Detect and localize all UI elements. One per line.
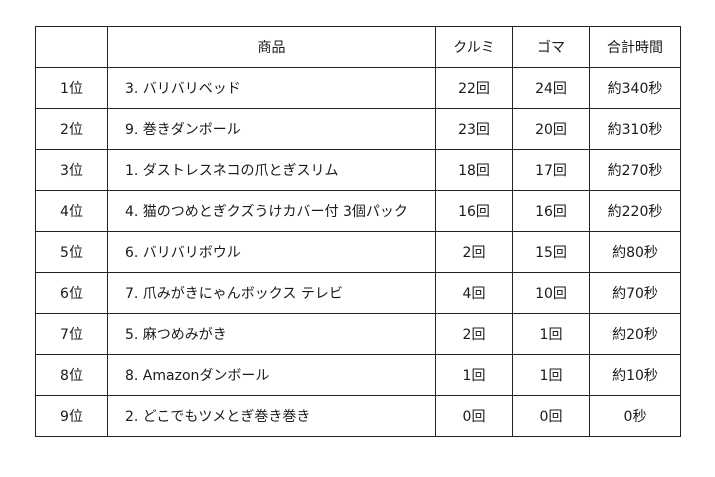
product-cell: 1. ダストレスネコの爪とぎスリム — [107, 149, 436, 191]
header-kurumi: クルミ — [435, 26, 513, 68]
rank-cell: 6位 — [35, 272, 108, 314]
table-row: 8位 8. Amazonダンボール 1回 1回 約10秒 — [35, 354, 681, 396]
table-row: 2位 9. 巻きダンボール 23回 20回 約310秒 — [35, 108, 681, 150]
total-time-cell: 0秒 — [589, 395, 681, 437]
table-row: 5位 6. バリバリボウル 2回 15回 約80秒 — [35, 231, 681, 273]
goma-cell: 1回 — [512, 313, 590, 355]
product-cell: 2. どこでもツメとぎ巻き巻き — [107, 395, 436, 437]
goma-cell: 0回 — [512, 395, 590, 437]
kurumi-cell: 4回 — [435, 272, 513, 314]
kurumi-cell: 2回 — [435, 313, 513, 355]
goma-cell: 1回 — [512, 354, 590, 396]
goma-cell: 10回 — [512, 272, 590, 314]
header-goma: ゴマ — [512, 26, 590, 68]
total-time-cell: 約80秒 — [589, 231, 681, 273]
rank-cell: 8位 — [35, 354, 108, 396]
total-time-cell: 約10秒 — [589, 354, 681, 396]
total-time-cell: 約270秒 — [589, 149, 681, 191]
total-time-cell: 約340秒 — [589, 67, 681, 109]
header-rank — [35, 26, 108, 68]
goma-cell: 24回 — [512, 67, 590, 109]
rank-cell: 7位 — [35, 313, 108, 355]
table-row: 3位 1. ダストレスネコの爪とぎスリム 18回 17回 約270秒 — [35, 149, 681, 191]
kurumi-cell: 2回 — [435, 231, 513, 273]
kurumi-cell: 16回 — [435, 190, 513, 232]
header-product: 商品 — [107, 26, 436, 68]
header-row: 商品 クルミ ゴマ 合計時間 — [35, 26, 681, 68]
kurumi-cell: 18回 — [435, 149, 513, 191]
table-row: 1位 3. バリバリベッド 22回 24回 約340秒 — [35, 67, 681, 109]
rank-cell: 4位 — [35, 190, 108, 232]
product-cell: 5. 麻つめみがき — [107, 313, 436, 355]
total-time-cell: 約70秒 — [589, 272, 681, 314]
table-body: 1位 3. バリバリベッド 22回 24回 約340秒 2位 9. 巻きダンボー… — [35, 67, 681, 437]
product-cell: 6. バリバリボウル — [107, 231, 436, 273]
rank-cell: 9位 — [35, 395, 108, 437]
ranking-table: 商品 クルミ ゴマ 合計時間 1位 3. バリバリベッド 22回 24回 約34… — [35, 26, 681, 437]
goma-cell: 15回 — [512, 231, 590, 273]
goma-cell: 17回 — [512, 149, 590, 191]
product-cell: 8. Amazonダンボール — [107, 354, 436, 396]
product-cell: 7. 爪みがきにゃんボックス テレビ — [107, 272, 436, 314]
rank-cell: 3位 — [35, 149, 108, 191]
goma-cell: 16回 — [512, 190, 590, 232]
kurumi-cell: 0回 — [435, 395, 513, 437]
kurumi-cell: 22回 — [435, 67, 513, 109]
kurumi-cell: 1回 — [435, 354, 513, 396]
rank-cell: 1位 — [35, 67, 108, 109]
goma-cell: 20回 — [512, 108, 590, 150]
table-row: 6位 7. 爪みがきにゃんボックス テレビ 4回 10回 約70秒 — [35, 272, 681, 314]
table-header: 商品 クルミ ゴマ 合計時間 — [35, 26, 681, 68]
table-row: 7位 5. 麻つめみがき 2回 1回 約20秒 — [35, 313, 681, 355]
total-time-cell: 約310秒 — [589, 108, 681, 150]
total-time-cell: 約220秒 — [589, 190, 681, 232]
product-cell: 4. 猫のつめとぎクズうけカバー付 3個パック — [107, 190, 436, 232]
total-time-cell: 約20秒 — [589, 313, 681, 355]
kurumi-cell: 23回 — [435, 108, 513, 150]
product-cell: 3. バリバリベッド — [107, 67, 436, 109]
rank-cell: 5位 — [35, 231, 108, 273]
product-cell: 9. 巻きダンボール — [107, 108, 436, 150]
rank-cell: 2位 — [35, 108, 108, 150]
table-row: 4位 4. 猫のつめとぎクズうけカバー付 3個パック 16回 16回 約220秒 — [35, 190, 681, 232]
header-total-time: 合計時間 — [589, 26, 681, 68]
table-row: 9位 2. どこでもツメとぎ巻き巻き 0回 0回 0秒 — [35, 395, 681, 437]
